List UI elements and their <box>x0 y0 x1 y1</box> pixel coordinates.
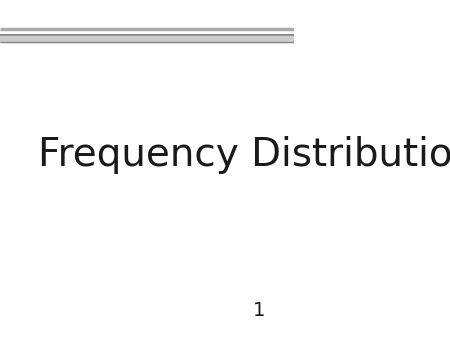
Text: 1: 1 <box>252 301 265 320</box>
Text: Frequency Distributions: Frequency Distributions <box>38 137 450 174</box>
Bar <box>0 36 294 42</box>
